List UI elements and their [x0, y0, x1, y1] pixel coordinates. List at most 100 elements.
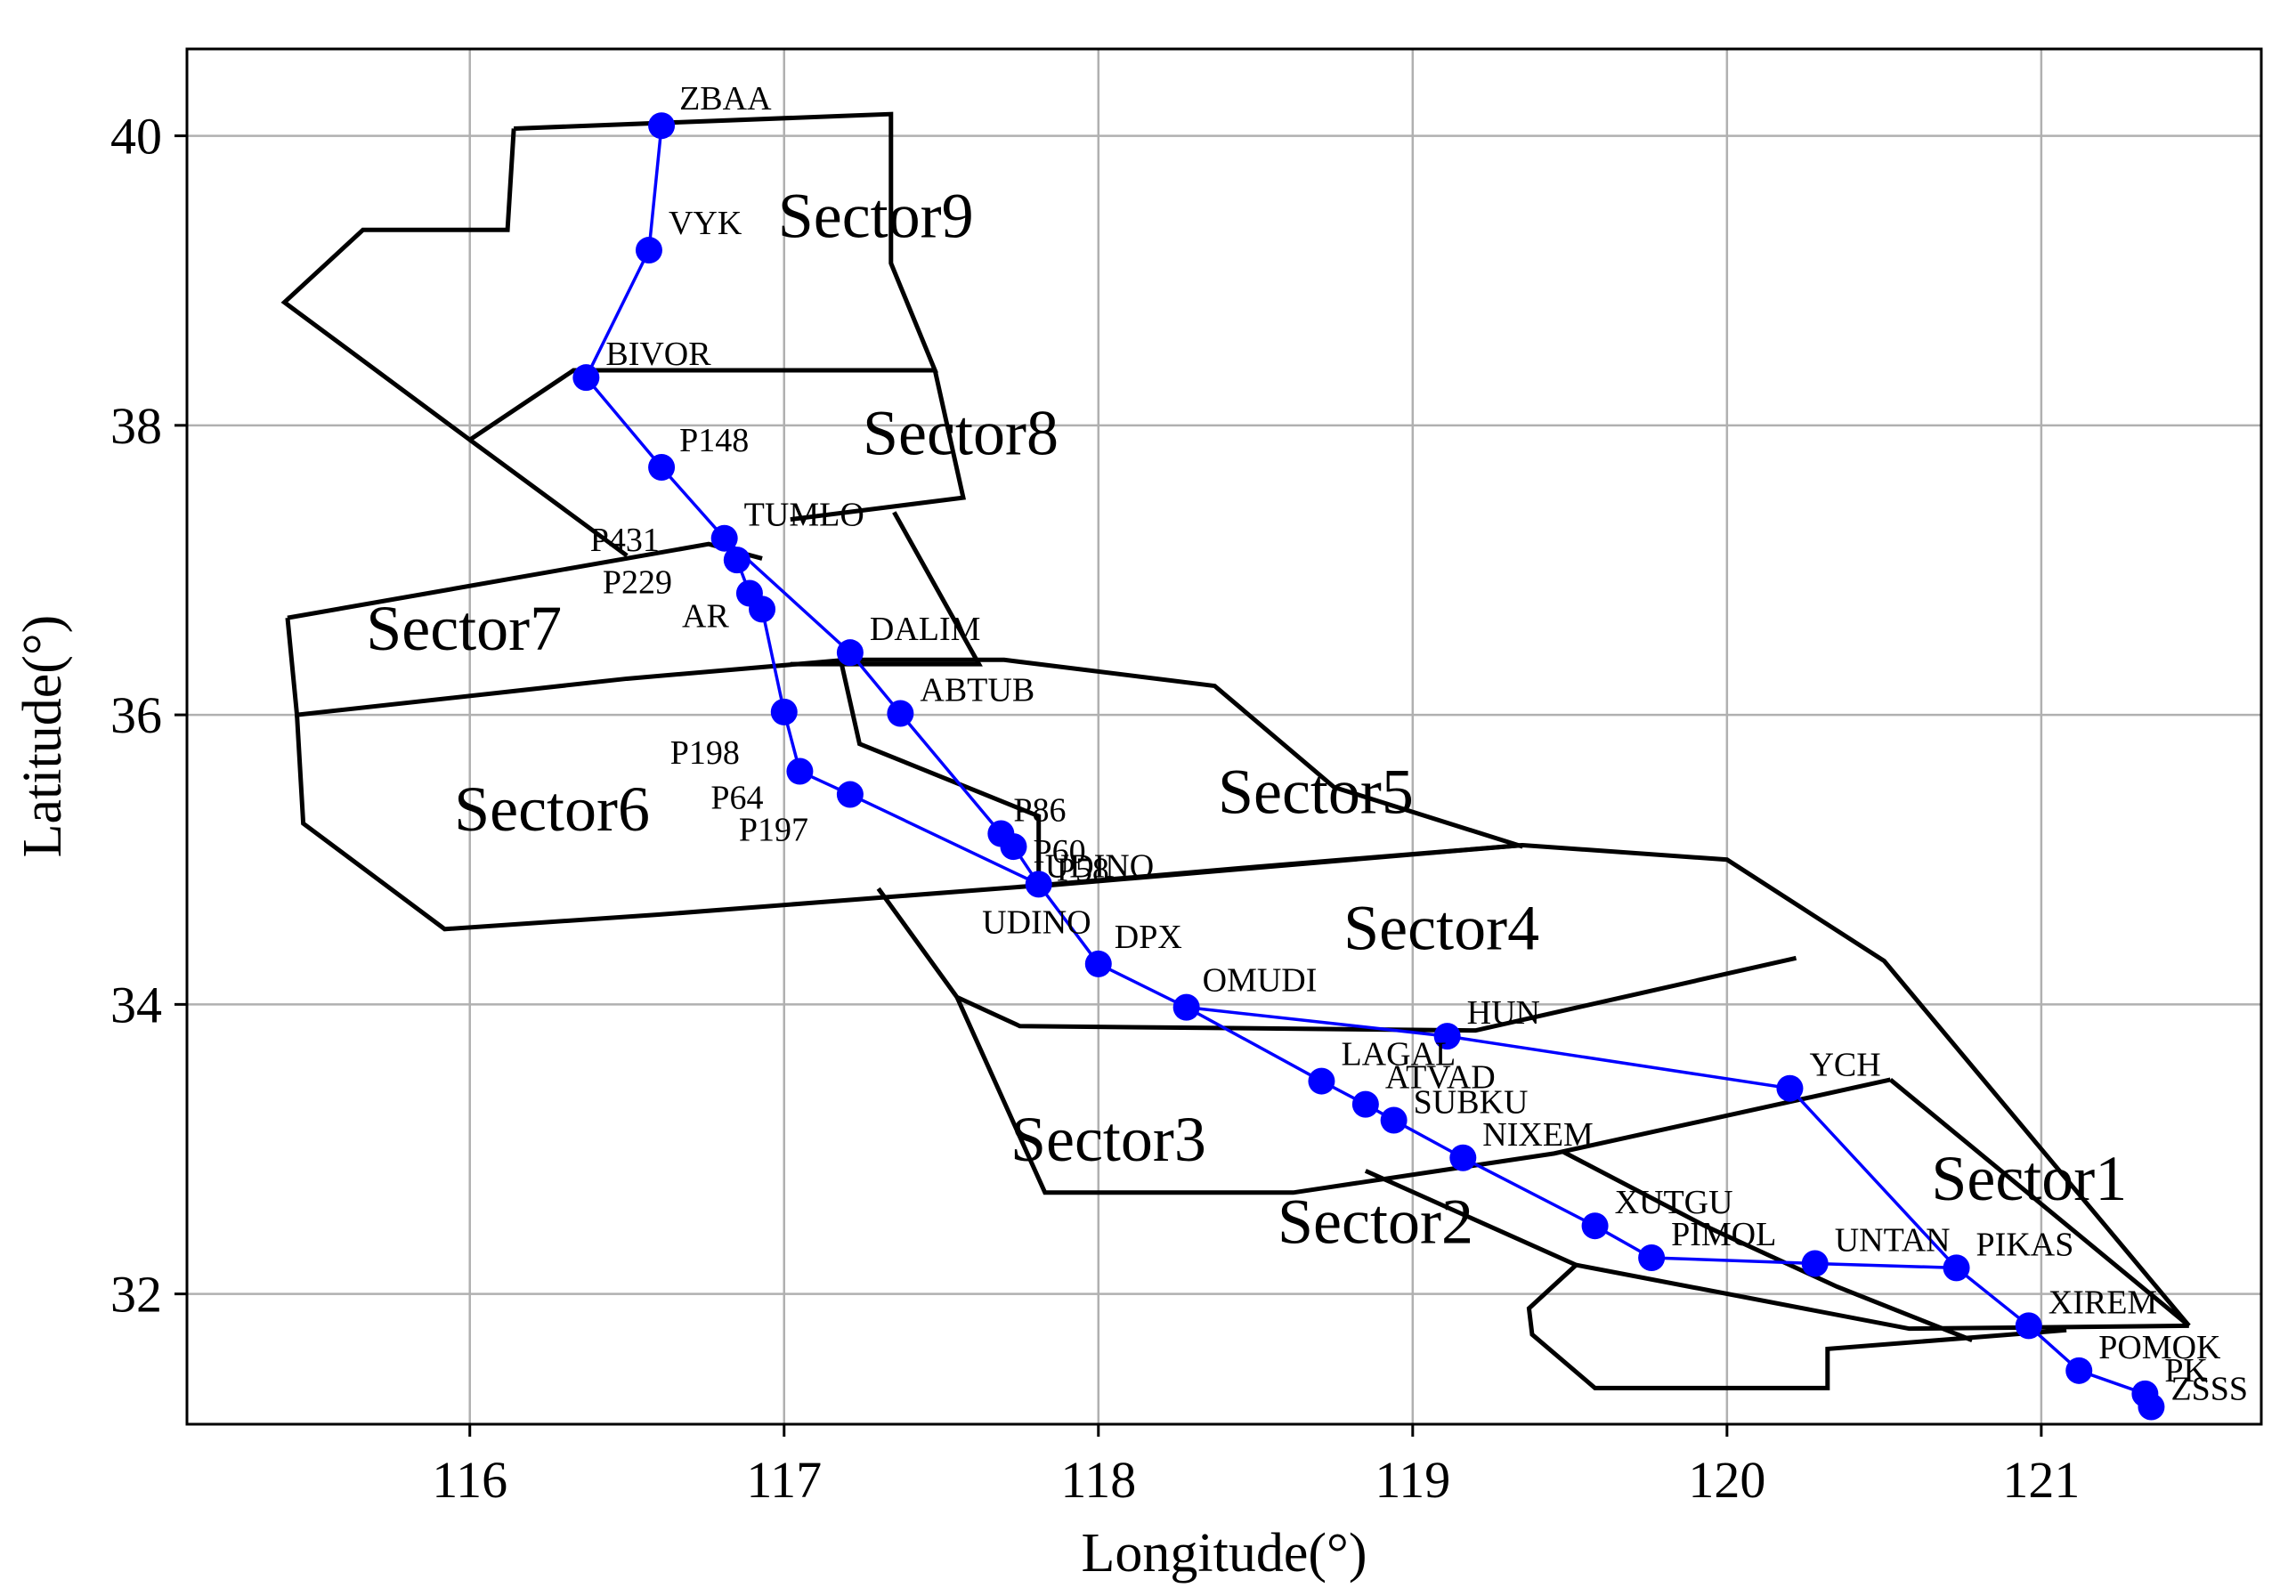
waypoint-label: P64 [710, 780, 763, 817]
sector-boundary [954, 996, 1891, 1195]
flight-routes [572, 112, 2165, 1421]
waypoint-label: ABTUB [920, 671, 1034, 709]
y-axis-ticks: 32 34 36 38 40 [110, 108, 187, 1324]
waypoint-label: POMOK [2098, 1329, 2221, 1366]
waypoint-label: ATVAD [1385, 1059, 1496, 1097]
waypoint-marker [1025, 871, 1052, 898]
waypoint-label: NIXEM [1482, 1116, 1594, 1154]
waypoint-marker [1308, 1067, 1335, 1095]
x-tick-label: 117 [746, 1451, 822, 1509]
waypoint-label: XUTGU [1615, 1184, 1733, 1221]
waypoint-marker [572, 364, 600, 392]
waypoint-label: VYK [669, 205, 742, 242]
sector-boundary [790, 369, 967, 523]
waypoint-marker [1801, 1250, 1829, 1277]
sector-boundary [838, 659, 1042, 887]
waypoint-marker [1638, 1244, 1666, 1271]
waypoint-marker [648, 454, 676, 482]
waypoint-label: PIKAS [1976, 1226, 2074, 1263]
waypoint-label: DPX [1115, 919, 1182, 956]
waypoint-label: P86 [1013, 791, 1066, 829]
waypoint-label: OMUDI [1203, 962, 1318, 1000]
waypoint-marker [1581, 1212, 1609, 1240]
waypoint-label: LAGAL [1341, 1036, 1456, 1073]
waypoint-marker [1433, 1023, 1461, 1050]
sector-label: Sector5 [1218, 757, 1414, 828]
waypoint-marker [1000, 833, 1027, 861]
waypoint-marker [2015, 1312, 2042, 1340]
sector-boundary [876, 887, 1797, 1033]
grid-lines [187, 49, 2261, 1424]
route-line [584, 126, 2154, 1408]
waypoint-label: AR [682, 597, 729, 635]
waypoint-label: DALIM [870, 611, 981, 648]
waypoint-marker [836, 639, 864, 667]
waypoint-label: BIVOR [605, 336, 711, 373]
waypoint-marker [1172, 993, 1200, 1021]
waypoint-label: ZBAA [679, 80, 772, 117]
waypoint-label: P197 [739, 812, 808, 849]
sector-label: Sector9 [778, 180, 974, 251]
waypoint-marker [635, 237, 662, 264]
sector-boundary [1364, 1169, 2189, 1332]
waypoint-marker [1084, 950, 1112, 977]
waypoint-marker [648, 112, 676, 140]
waypoint-label: XIREM [2049, 1284, 2157, 1321]
sector-boundary [285, 617, 1524, 849]
x-axis-ticks: 116 117 118 119 120 121 [432, 1424, 2080, 1509]
waypoint-labels: ZBAA VYK BIVOR P148 TUMLO DALIM ABTUB P86 P60P58… [590, 80, 2248, 1407]
sector-labels: Sector9 Sector8 Sector7 Sector6 Sector5 Secto… [366, 180, 2127, 1257]
waypoint-label: ZSSS [2170, 1370, 2248, 1407]
sector-boundary [1526, 1263, 2067, 1390]
y-tick-label: 32 [110, 1266, 162, 1324]
waypoint-label: UDINO [982, 904, 1091, 942]
waypoint-marker [710, 524, 738, 552]
sector-boundary [1888, 1078, 2191, 1328]
waypoint-marker [1943, 1254, 1970, 1282]
waypoint-label: HUN [1467, 994, 1540, 1032]
waypoint-label: P60 [1033, 833, 1085, 871]
waypoint-marker [1351, 1090, 1379, 1118]
sector-label: Sector2 [1278, 1187, 1473, 1258]
sector-label: Sector4 [1343, 893, 1539, 964]
waypoint-marker [1449, 1144, 1477, 1171]
waypoint-label: PIMOL [1671, 1216, 1776, 1253]
sector-boundaries [280, 111, 2191, 1390]
waypoint-label: P198 [670, 734, 740, 772]
waypoint-label: P58 [1057, 851, 1109, 888]
x-tick-label: 120 [1688, 1451, 1765, 1509]
y-tick-label: 36 [110, 686, 162, 744]
sector-label: Sector1 [1931, 1143, 2127, 1214]
waypoint-marker [836, 781, 864, 808]
y-tick-label: 34 [110, 976, 162, 1033]
waypoint-label: UDINO [1045, 847, 1154, 885]
waypoint-label: SUBKU [1414, 1083, 1529, 1121]
waypoint-label: P431 [590, 522, 660, 559]
waypoint-marker [1380, 1106, 1408, 1134]
y-tick-label: 38 [110, 397, 162, 455]
x-tick-label: 118 [1060, 1451, 1136, 1509]
plot-frame [185, 47, 2263, 1426]
waypoint-label: PK [2164, 1352, 2208, 1389]
waypoint-label: TUMLO [744, 497, 864, 534]
waypoint-label: UNTAN [1835, 1221, 1951, 1259]
waypoint-label: P229 [603, 563, 672, 601]
waypoint-marker [786, 757, 814, 785]
sector-label: Sector6 [454, 774, 650, 845]
y-tick-label: 40 [110, 108, 162, 166]
waypoint-marker [2138, 1393, 2165, 1421]
waypoint-label: YCH [1809, 1047, 1880, 1084]
sector-label: Sector7 [366, 593, 562, 664]
x-tick-label: 121 [2002, 1451, 2080, 1509]
waypoint-label: P148 [679, 422, 749, 459]
sector-boundary [280, 111, 938, 443]
waypoint-marker [749, 595, 776, 623]
sector-label: Sector8 [863, 397, 1059, 468]
waypoint-marker [723, 547, 750, 574]
x-axis-title: Longitude(°) [1082, 1523, 1367, 1584]
sector-boundary [468, 438, 629, 558]
waypoint-marker [770, 698, 798, 725]
waypoint-marker [887, 700, 914, 727]
x-tick-label: 119 [1375, 1451, 1450, 1509]
